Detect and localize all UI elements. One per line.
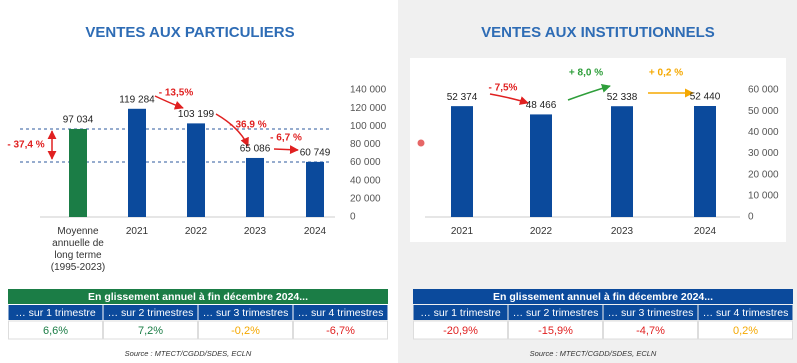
- x-tick-label: 2022: [184, 226, 208, 237]
- cell-bg: [198, 320, 293, 340]
- x-tick-label: Moyenne annuelle de long terme (1995-202…: [50, 226, 106, 273]
- bar: [611, 106, 633, 217]
- cell-value: -6,7%: [326, 325, 355, 337]
- cell-value: -20,9%: [443, 325, 478, 337]
- x-tick-label: 2023: [610, 226, 634, 237]
- y-tick-label: 20 000: [748, 169, 779, 180]
- y-tick-label: 60 000: [350, 157, 381, 168]
- arrow: [567, 84, 611, 101]
- column-header-bg: [103, 305, 198, 320]
- column-header-bg: [413, 305, 508, 320]
- arrow: [215, 113, 249, 147]
- table-header-bg: [8, 289, 388, 304]
- column-header: … sur 3 trimestres: [608, 307, 694, 319]
- cursor-dot: [417, 139, 425, 147]
- x-tick-label: 2022: [529, 226, 553, 237]
- value-label: 52 338: [607, 92, 638, 103]
- cell-value: 7,2%: [138, 325, 163, 337]
- value-label: 97 034: [63, 115, 94, 126]
- table-header-bg: [413, 289, 793, 304]
- y-tick-label: 40 000: [350, 175, 381, 186]
- x-tick-label: 2021: [125, 226, 149, 237]
- table-title: En glissement annuel à fin décembre 2024…: [493, 291, 713, 303]
- arrow: [154, 95, 184, 110]
- y-tick-label: 10 000: [748, 190, 779, 201]
- value-label: 60 749: [300, 148, 331, 159]
- y-tick-label: 30 000: [748, 148, 779, 159]
- column-header: … sur 1 trimestre: [420, 307, 501, 319]
- value-label: 52 440: [690, 92, 721, 103]
- x-tick-label: 2023: [243, 226, 267, 237]
- arrow: [489, 93, 529, 105]
- arrow: [273, 145, 299, 155]
- value-label: 52 374: [447, 92, 478, 103]
- bar: [246, 157, 264, 217]
- bar: [694, 106, 716, 217]
- value-label: 119 284: [119, 94, 155, 105]
- y-tick-label: 60 000: [748, 85, 779, 96]
- column-header-bg: [508, 305, 603, 320]
- annotation: - 7,5%: [489, 83, 518, 94]
- column-header: … sur 1 trimestre: [15, 307, 96, 319]
- cell-bg: [413, 320, 508, 340]
- x-tick-label: 2021: [450, 226, 474, 237]
- cell-value: -4,7%: [636, 325, 665, 337]
- y-tick-label: 80 000: [350, 139, 381, 150]
- bar: [187, 123, 205, 217]
- bar: [306, 161, 324, 217]
- chart-title: VENTES AUX INSTITUTIONNELS: [481, 24, 715, 41]
- y-tick-label: 140 000: [350, 85, 387, 96]
- y-tick-label: 0: [748, 212, 754, 223]
- annotation: - 6,7 %: [270, 133, 302, 144]
- value-label: 103 199: [178, 109, 215, 120]
- annotation: - 37,4 %: [7, 140, 44, 151]
- cell-value: 6,6%: [43, 325, 68, 337]
- cell-value: -15,9%: [538, 325, 573, 337]
- column-header: … sur 4 trimestres: [298, 307, 384, 319]
- cell-bg: [293, 320, 388, 340]
- column-header: … sur 2 trimestres: [108, 307, 194, 319]
- cell-bg: [603, 320, 698, 340]
- x-tick-label: 2024: [303, 226, 327, 237]
- bar: [69, 128, 87, 217]
- bar: [451, 106, 473, 217]
- bar: [128, 108, 146, 217]
- y-tick-label: 100 000: [350, 121, 387, 132]
- cell-value: 0,2%: [733, 325, 758, 337]
- cell-bg: [508, 320, 603, 340]
- y-tick-label: 120 000: [350, 103, 387, 114]
- cell-bg: [103, 320, 198, 340]
- column-header: … sur 2 trimestres: [513, 307, 599, 319]
- annotation: + 8,0 %: [569, 68, 603, 79]
- x-tick-label: 2024: [693, 226, 717, 237]
- annotation: - 36,9 %: [229, 120, 266, 131]
- column-header: … sur 3 trimestres: [203, 307, 289, 319]
- column-header: … sur 4 trimestres: [703, 307, 789, 319]
- annotation: - 13,5%: [159, 88, 194, 99]
- column-header-bg: [293, 305, 388, 320]
- column-header-bg: [698, 305, 793, 320]
- table-title: En glissement annuel à fin décembre 2024…: [88, 291, 308, 303]
- y-tick-label: 40 000: [748, 127, 779, 138]
- annotation: + 0,2 %: [649, 68, 683, 79]
- y-tick-label: 50 000: [748, 106, 779, 117]
- y-tick-label: 20 000: [350, 193, 381, 204]
- value-label: 65 086: [240, 144, 271, 155]
- source: Source : MTECT/CGDD/SDES, ECLN: [125, 349, 252, 358]
- cell-bg: [8, 320, 103, 340]
- column-header-bg: [8, 305, 103, 320]
- value-label: 48 466: [526, 100, 557, 111]
- column-header-bg: [603, 305, 698, 320]
- bar: [530, 114, 552, 217]
- source: Source : MTECT/CGDD/SDES, ECLN: [530, 349, 657, 358]
- cell-bg: [698, 320, 793, 340]
- column-header-bg: [198, 305, 293, 320]
- y-tick-label: 0: [350, 212, 356, 223]
- chart-title: VENTES AUX PARTICULIERS: [85, 24, 294, 41]
- cell-value: -0,2%: [231, 325, 260, 337]
